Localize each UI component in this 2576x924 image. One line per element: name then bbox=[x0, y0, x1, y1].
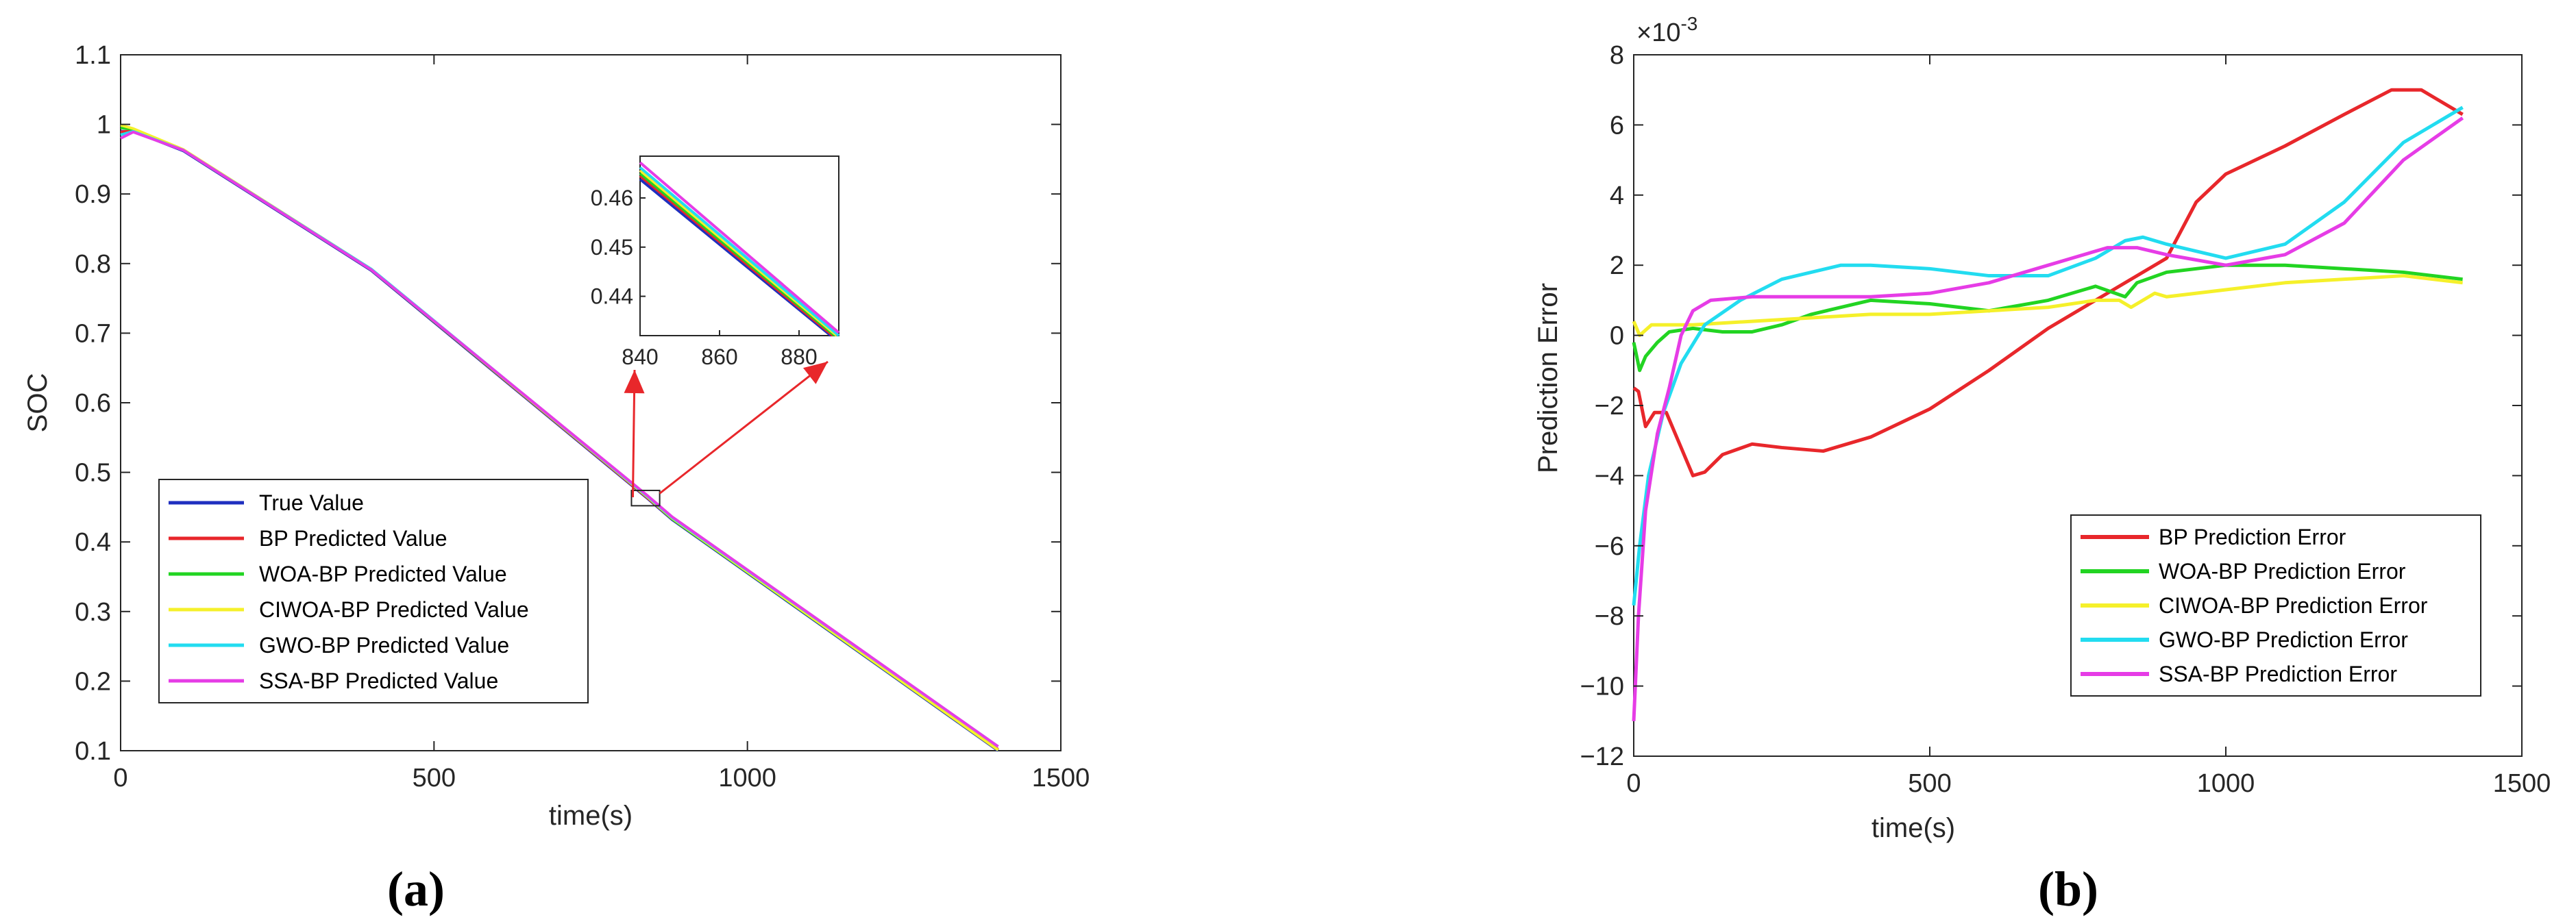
soc-legend-box bbox=[158, 479, 589, 703]
inset-y-tick-label: 0.45 bbox=[591, 235, 633, 260]
error-y-tick-label: 4 bbox=[1610, 182, 1624, 210]
panel-b-letter: b bbox=[2054, 862, 2082, 916]
soc-legend-label: CIWOA-BP Predicted Value bbox=[259, 597, 529, 622]
error-y-tick-label: −8 bbox=[1595, 602, 1624, 631]
soc-legend-label: BP Predicted Value bbox=[259, 526, 447, 551]
soc-y-tick-label: 0.6 bbox=[75, 389, 111, 418]
zoom-arrows bbox=[624, 360, 829, 498]
error-legend-label: CIWOA-BP Prediction Error bbox=[2159, 593, 2428, 618]
error-x-tick-label: 0 bbox=[1626, 769, 1641, 798]
soc-y-tick-label: 1 bbox=[97, 111, 111, 140]
soc-y-tick-label: 0.8 bbox=[75, 250, 111, 279]
error-x-tick-label: 1500 bbox=[2493, 769, 2551, 798]
panel-b-open-paren: ( bbox=[2038, 862, 2054, 916]
inset-series-line-ciwoa bbox=[639, 169, 838, 337]
soc-chart: 0 500 1000 1500 0.1 0.2 0.3 0.4 0.5 0.6 0.7 0.8 0.9 1… bbox=[23, 41, 1090, 916]
error-x-tick-label: 1000 bbox=[2197, 769, 2255, 798]
error-y-tick-label: 6 bbox=[1610, 111, 1624, 140]
error-x-tick-label: 500 bbox=[1908, 769, 1951, 798]
panel-b-close-paren: ) bbox=[2082, 862, 2098, 916]
zoom-arrow-right bbox=[659, 360, 829, 495]
inset-series-line-bp bbox=[639, 175, 834, 337]
inset-y-tick-label: 0.44 bbox=[591, 284, 633, 309]
error-y-tick-label: −6 bbox=[1595, 532, 1624, 561]
inset-series-line-true_value bbox=[639, 178, 832, 337]
panel-label-a: (a) bbox=[387, 862, 445, 916]
inset-x-tick-label: 840 bbox=[622, 345, 658, 369]
panel-a-close-paren: ) bbox=[428, 862, 445, 916]
soc-y-tick-label: 0.4 bbox=[75, 528, 111, 557]
error-series-line-ciwoa bbox=[1632, 274, 2463, 338]
zoom-inset: 840 860 880 0.44 0.45 0.46 bbox=[591, 155, 840, 369]
inset-x-tick-label: 880 bbox=[781, 345, 817, 369]
soc-legend-label: SSA-BP Predicted Value bbox=[259, 669, 498, 693]
soc-legend: True Value BP Predicted Value WOA-BP Predi… bbox=[158, 479, 589, 703]
soc-x-tick-label: 0 bbox=[113, 764, 127, 792]
error-series-line-gwo bbox=[1632, 105, 2464, 606]
error-series-group bbox=[1632, 88, 2464, 721]
zoom-arrow-right-head bbox=[802, 362, 828, 384]
panel-a-letter: a bbox=[404, 862, 428, 916]
error-series-line-woa bbox=[1632, 263, 2463, 373]
inset-series-line-ssa bbox=[639, 161, 840, 334]
zoom-region-box bbox=[630, 490, 661, 507]
soc-x-tick-label: 1000 bbox=[718, 764, 776, 792]
soc-y-tick-label: 0.9 bbox=[75, 180, 111, 209]
error-series-line-bp bbox=[1632, 88, 2464, 477]
y-multiplier: ×10-3 bbox=[1636, 13, 1697, 47]
soc-y-axis-label: SOC bbox=[23, 373, 53, 433]
error-x-axis-label: time(s) bbox=[1872, 813, 1955, 843]
error-legend: BP Prediction Error WOA-BP Prediction Err… bbox=[2070, 514, 2481, 697]
soc-series-line-ssa bbox=[120, 130, 999, 748]
soc-y-tick-label: 1.1 bbox=[75, 41, 111, 70]
svg-text:(b): (b) bbox=[2038, 862, 2098, 916]
panel-label-b: (b) bbox=[2038, 862, 2098, 916]
soc-legend-label: GWO-BP Predicted Value bbox=[259, 633, 509, 658]
error-y-tick-label: 2 bbox=[1610, 251, 1624, 280]
y-multiplier-exponent: -3 bbox=[1680, 13, 1697, 34]
soc-x-axis-label: time(s) bbox=[549, 801, 633, 831]
error-y-tick-label: −4 bbox=[1595, 462, 1624, 490]
soc-x-tick-label: 500 bbox=[413, 764, 456, 792]
y-multiplier-base: ×10 bbox=[1636, 18, 1680, 47]
svg-text:(a): (a) bbox=[387, 862, 445, 916]
soc-series-group bbox=[120, 123, 999, 752]
error-y-tick-label: −2 bbox=[1595, 392, 1624, 421]
soc-legend-label: WOA-BP Predicted Value bbox=[259, 562, 507, 586]
soc-y-tick-label: 0.2 bbox=[75, 667, 111, 696]
inset-y-tick-label: 0.46 bbox=[591, 186, 633, 210]
error-series-line-ssa bbox=[1632, 116, 2464, 721]
inset-x-tick-label: 860 bbox=[701, 345, 737, 369]
error-y-tick-label: 8 bbox=[1610, 41, 1624, 70]
panel-a-open-paren: ( bbox=[387, 862, 404, 916]
error-legend-label: GWO-BP Prediction Error bbox=[2159, 627, 2408, 652]
soc-y-tick-label: 0.7 bbox=[75, 319, 111, 348]
soc-y-tick-label: 0.5 bbox=[75, 459, 111, 488]
inset-series-line-gwo bbox=[639, 166, 840, 337]
soc-y-tick-label: 0.1 bbox=[75, 737, 111, 766]
zoom-arrow-left-head bbox=[624, 370, 645, 394]
error-y-tick-label: −10 bbox=[1580, 673, 1624, 701]
error-legend-label: BP Prediction Error bbox=[2159, 525, 2346, 549]
error-y-tick-label: 0 bbox=[1610, 322, 1624, 351]
error-y-axis-label: Prediction Error bbox=[1533, 283, 1563, 473]
inset-series-line-woa bbox=[639, 172, 836, 337]
soc-x-tick-label: 1500 bbox=[1032, 764, 1090, 792]
soc-y-tick-label: 0.3 bbox=[75, 598, 111, 627]
soc-legend-label: True Value bbox=[259, 490, 364, 515]
error-legend-label: WOA-BP Prediction Error bbox=[2159, 559, 2406, 584]
error-legend-label: SSA-BP Prediction Error bbox=[2159, 662, 2397, 686]
error-y-tick-label: −12 bbox=[1580, 742, 1624, 771]
